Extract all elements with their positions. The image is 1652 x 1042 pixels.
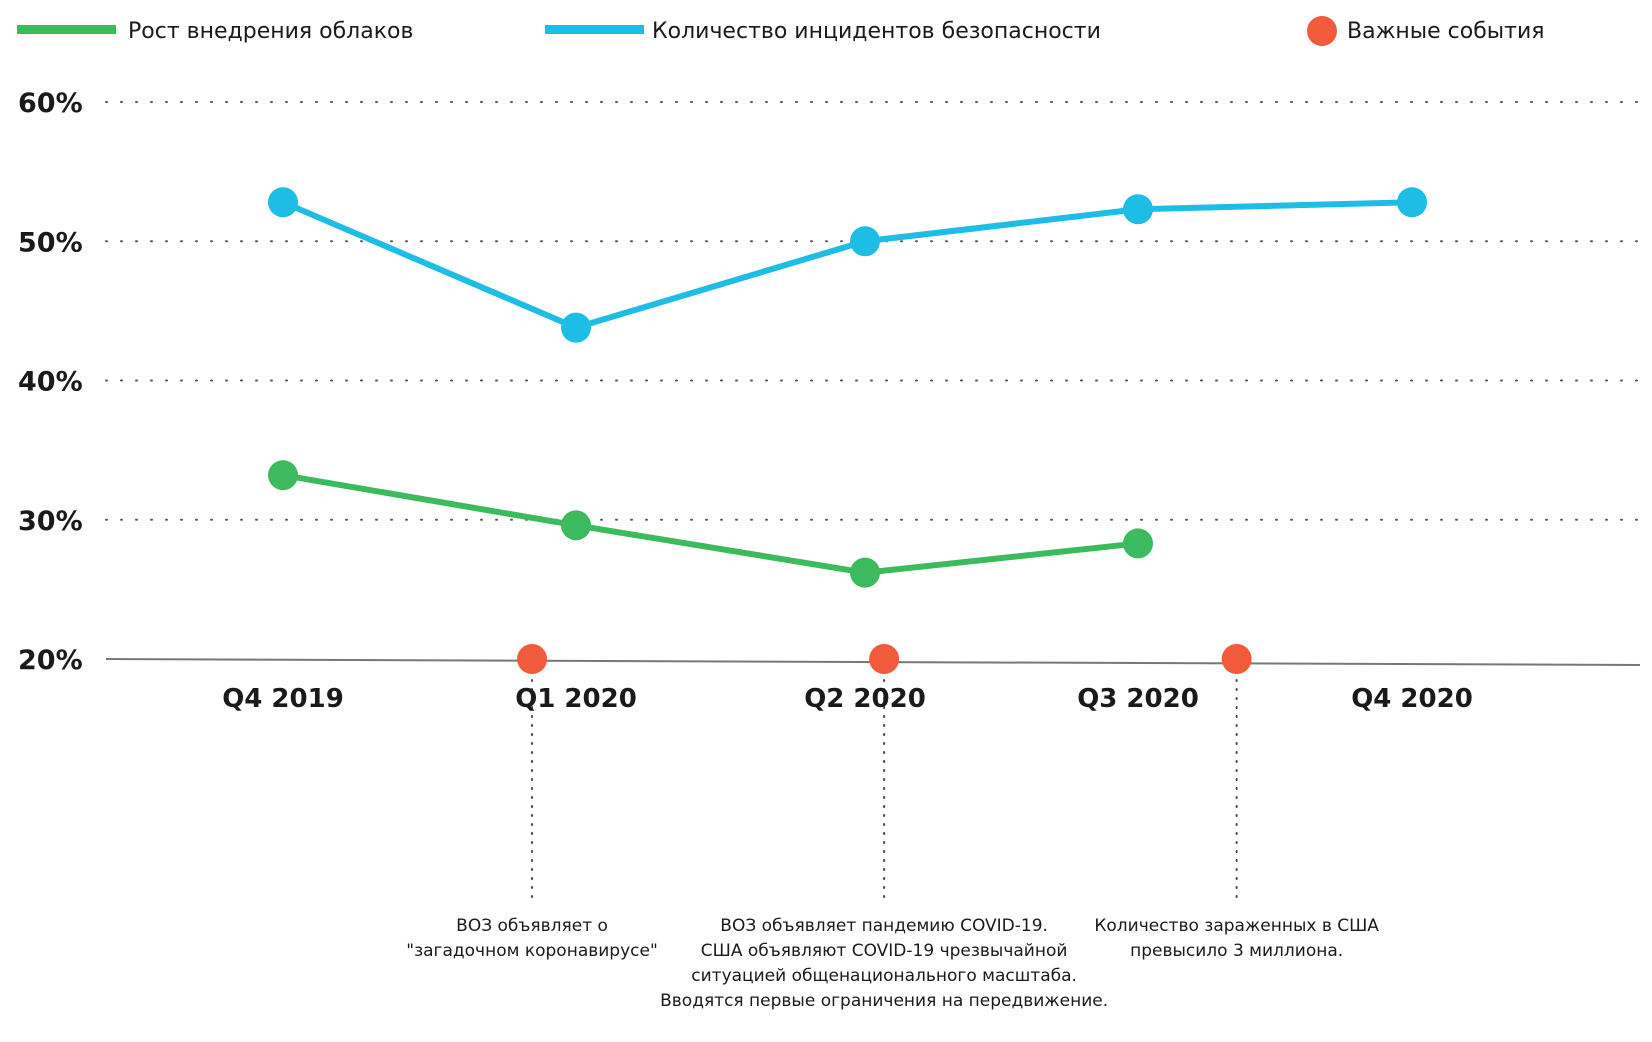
event-note-line: превысило 3 миллиона. — [1130, 941, 1343, 961]
event-note-line: ВОЗ объявляет пандемию COVID-19. — [720, 916, 1048, 936]
series-point — [268, 460, 298, 491]
series-line — [280, 472, 1141, 576]
legend-swatch-cloud-growth — [17, 25, 116, 34]
legend-label-events: Важные события — [1347, 19, 1545, 44]
gridlines — [105, 101, 1641, 521]
y-tick-label: 30% — [18, 506, 83, 537]
y-tick-label: 20% — [18, 645, 83, 676]
event-notes: ВОЗ объявляет о "загадочном коронавирусе"… — [406, 916, 1379, 1011]
series-point — [850, 557, 880, 588]
legend-label-security-incidents: Количество инцидентов безопасности — [652, 19, 1101, 44]
event-note-line: Количество зараженных в США — [1094, 916, 1379, 936]
event-note-line: США объявляют COVID-19 чрезвычайной — [701, 941, 1068, 961]
x-tick-label: Q3 2020 — [1077, 684, 1199, 714]
legend-label-cloud-growth: Рост внедрения облаков — [128, 19, 413, 44]
x-tick-label: Q1 2020 — [515, 684, 637, 714]
legend-marker-events — [1307, 16, 1337, 46]
series-point — [561, 510, 591, 541]
series-point — [1123, 194, 1153, 225]
event-note-line: ситуацией общенационального масштаба. — [691, 966, 1077, 986]
x-axis-ticks: Q4 2019 Q1 2020 Q2 2020 Q3 2020 Q4 2020 — [222, 684, 1473, 714]
series-layer — [268, 187, 1427, 588]
event-marker — [517, 644, 548, 674]
event-marker — [1221, 644, 1252, 674]
legend: Рост внедрения облаков Количество инциде… — [17, 16, 1545, 46]
series-point — [1397, 187, 1427, 218]
event-note-line: ВОЗ объявляет о — [456, 916, 608, 936]
event-note-line: "загадочном коронавирусе" — [406, 941, 658, 961]
y-axis-ticks: 20% 30% 40% 50% 60% — [18, 88, 83, 676]
series-point — [1123, 528, 1153, 559]
y-tick-label: 60% — [18, 88, 83, 119]
event-note-line: Вводятся первые ограничения на передвиже… — [660, 991, 1108, 1011]
x-tick-label: Q4 2020 — [1351, 684, 1473, 714]
x-tick-label: Q4 2019 — [222, 684, 344, 714]
series-line — [280, 199, 1415, 331]
event-leader-lines — [531, 679, 1238, 901]
y-tick-label: 50% — [18, 227, 83, 258]
legend-swatch-security-incidents — [545, 25, 644, 34]
event-marker — [869, 644, 900, 674]
series-point — [268, 187, 298, 218]
y-tick-label: 40% — [18, 367, 83, 398]
series-point — [561, 312, 591, 343]
x-tick-label: Q2 2020 — [804, 684, 926, 714]
series-point — [850, 226, 880, 257]
event-markers — [517, 644, 1252, 674]
